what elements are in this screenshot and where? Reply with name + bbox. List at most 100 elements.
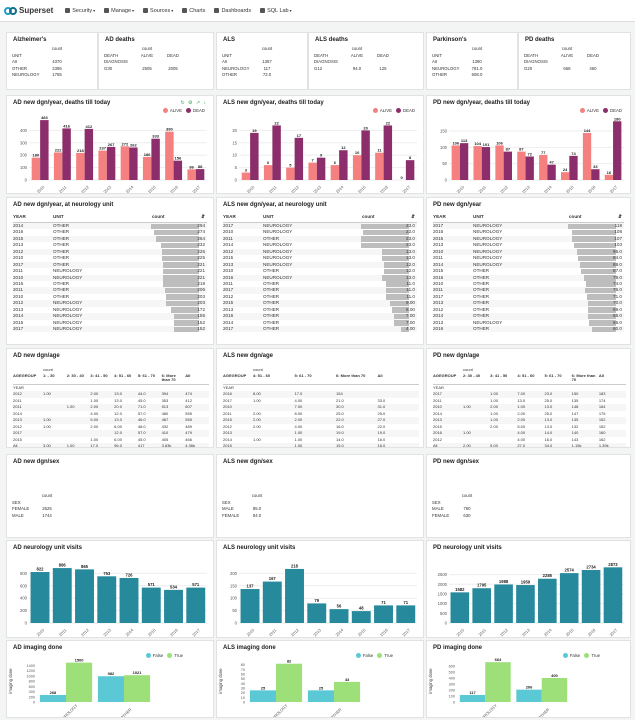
dead-bar[interactable] — [613, 121, 622, 180]
alive-bar[interactable] — [352, 155, 362, 180]
alive-bar[interactable] — [142, 156, 152, 180]
dead-bar[interactable] — [195, 169, 205, 180]
chart-tools[interactable]: ↻ ⚙ ↗ ↓ — [180, 100, 207, 106]
visit-bar[interactable] — [538, 578, 557, 623]
visit-bar[interactable] — [396, 605, 416, 623]
header-cell[interactable]: count — [569, 214, 582, 219]
false-bar[interactable] — [516, 689, 542, 702]
header-cell[interactable]: count — [152, 214, 165, 219]
visit-bar[interactable] — [603, 567, 623, 623]
header-cell[interactable]: 5: 61 - 70 — [544, 372, 562, 378]
visit-bar[interactable] — [516, 585, 535, 623]
header-cell[interactable]: 2: 30 - 40 — [463, 372, 481, 378]
legend-item[interactable]: False — [352, 653, 373, 658]
dead-bar[interactable] — [503, 151, 512, 180]
legend-item[interactable]: True — [373, 653, 393, 658]
false-bar[interactable] — [459, 694, 486, 702]
visit-bar[interactable] — [97, 576, 117, 623]
alive-bar[interactable] — [76, 152, 85, 180]
header-cell[interactable]: 4: 51 - 60 — [114, 372, 132, 378]
false-bar[interactable] — [307, 690, 334, 702]
false-bar[interactable] — [97, 676, 124, 702]
header-cell[interactable]: UNIT — [473, 214, 484, 219]
header-cell[interactable]: 5: 61 - 70 — [137, 372, 155, 378]
header-cell[interactable]: 5: 61 - 70 — [294, 372, 312, 378]
dead-bar[interactable] — [294, 137, 304, 180]
visit-bar[interactable] — [285, 568, 304, 623]
brand[interactable]: Superset — [4, 6, 53, 15]
visit-bar[interactable] — [186, 587, 206, 623]
true-bar[interactable] — [334, 681, 361, 702]
legend-item[interactable]: ALIVE — [576, 108, 599, 113]
legend-item[interactable]: True — [580, 653, 600, 658]
header-cell[interactable]: 2: 30 - 40 — [66, 372, 84, 378]
menu-dashboards[interactable]: Dashboards — [214, 8, 251, 14]
legend-item[interactable]: True — [163, 653, 183, 658]
header-cell[interactable]: All — [377, 372, 383, 378]
alive-bar[interactable] — [263, 165, 273, 180]
legend-item[interactable]: False — [142, 653, 163, 658]
dead-bar[interactable] — [481, 147, 491, 180]
legend-item[interactable]: DEAD — [599, 108, 622, 113]
visit-bar[interactable] — [119, 577, 139, 623]
alive-bar[interactable] — [539, 154, 548, 180]
legend-item[interactable]: False — [559, 653, 580, 658]
false-bar[interactable] — [249, 690, 276, 702]
header-cell[interactable]: 6: More than 70 — [336, 372, 366, 378]
visit-bar[interactable] — [52, 568, 72, 623]
dead-bar[interactable] — [250, 132, 259, 180]
alive-bar[interactable] — [31, 157, 41, 180]
true-bar[interactable] — [485, 662, 511, 702]
header-cell[interactable]: YEAR — [433, 214, 446, 219]
true-bar[interactable] — [124, 675, 151, 702]
header-cell[interactable]: count — [362, 214, 375, 219]
menu-sql-lab[interactable]: SQL Lab ▾ — [260, 8, 292, 14]
alive-bar[interactable] — [582, 133, 592, 180]
visit-bar[interactable] — [30, 572, 50, 623]
alive-bar[interactable] — [451, 145, 460, 180]
visit-bar[interactable] — [75, 569, 94, 623]
alive-bar[interactable] — [286, 167, 295, 180]
true-bar[interactable] — [276, 663, 303, 702]
alive-bar[interactable] — [330, 165, 340, 180]
alive-bar[interactable] — [308, 162, 317, 180]
visit-bar[interactable] — [351, 611, 371, 623]
alive-bar[interactable] — [517, 151, 526, 180]
alive-bar[interactable] — [604, 174, 614, 180]
dead-bar[interactable] — [569, 155, 578, 180]
menu-charts[interactable]: Charts — [182, 8, 205, 14]
header-cell[interactable]: AGEGROUP — [433, 372, 457, 378]
dead-bar[interactable] — [272, 125, 281, 180]
alive-bar[interactable] — [187, 169, 196, 180]
header-cell[interactable]: 1: - 30 — [43, 372, 55, 378]
legend-item[interactable]: DEAD — [182, 108, 205, 113]
visit-bar[interactable] — [494, 584, 513, 623]
dead-bar[interactable] — [106, 146, 116, 180]
visit-bar[interactable] — [559, 573, 579, 623]
header-cell[interactable]: All — [185, 372, 191, 378]
dead-bar[interactable] — [525, 156, 534, 180]
header-cell[interactable]: 4: 51 - 60 — [517, 372, 535, 378]
alive-bar[interactable] — [165, 131, 174, 180]
visit-bar[interactable] — [141, 587, 161, 623]
legend-item[interactable]: ALIVE — [159, 108, 182, 113]
header-cell[interactable]: YEAR — [13, 214, 26, 219]
true-bar[interactable] — [66, 662, 93, 702]
header-cell[interactable]: 3: 41 - 50 — [490, 372, 508, 378]
header-cell[interactable]: AGEGROUP — [13, 372, 37, 378]
dead-bar[interactable] — [173, 160, 183, 180]
header-cell[interactable]: All — [598, 372, 604, 378]
dead-bar[interactable] — [316, 157, 326, 180]
alive-bar[interactable] — [495, 145, 504, 180]
header-cell[interactable]: 3: 41 - 50 — [90, 372, 108, 378]
visit-bar[interactable] — [240, 589, 260, 623]
visit-bar[interactable] — [329, 609, 349, 623]
visit-bar[interactable] — [581, 570, 601, 623]
legend-item[interactable]: ALIVE — [369, 108, 392, 113]
dead-bar[interactable] — [383, 125, 393, 180]
visit-bar[interactable] — [307, 603, 327, 623]
false-bar[interactable] — [39, 694, 66, 702]
alive-bar[interactable] — [98, 150, 107, 180]
menu-sources[interactable]: Sources ▾ — [143, 8, 173, 14]
menu-security[interactable]: Security ▾ — [65, 8, 95, 14]
